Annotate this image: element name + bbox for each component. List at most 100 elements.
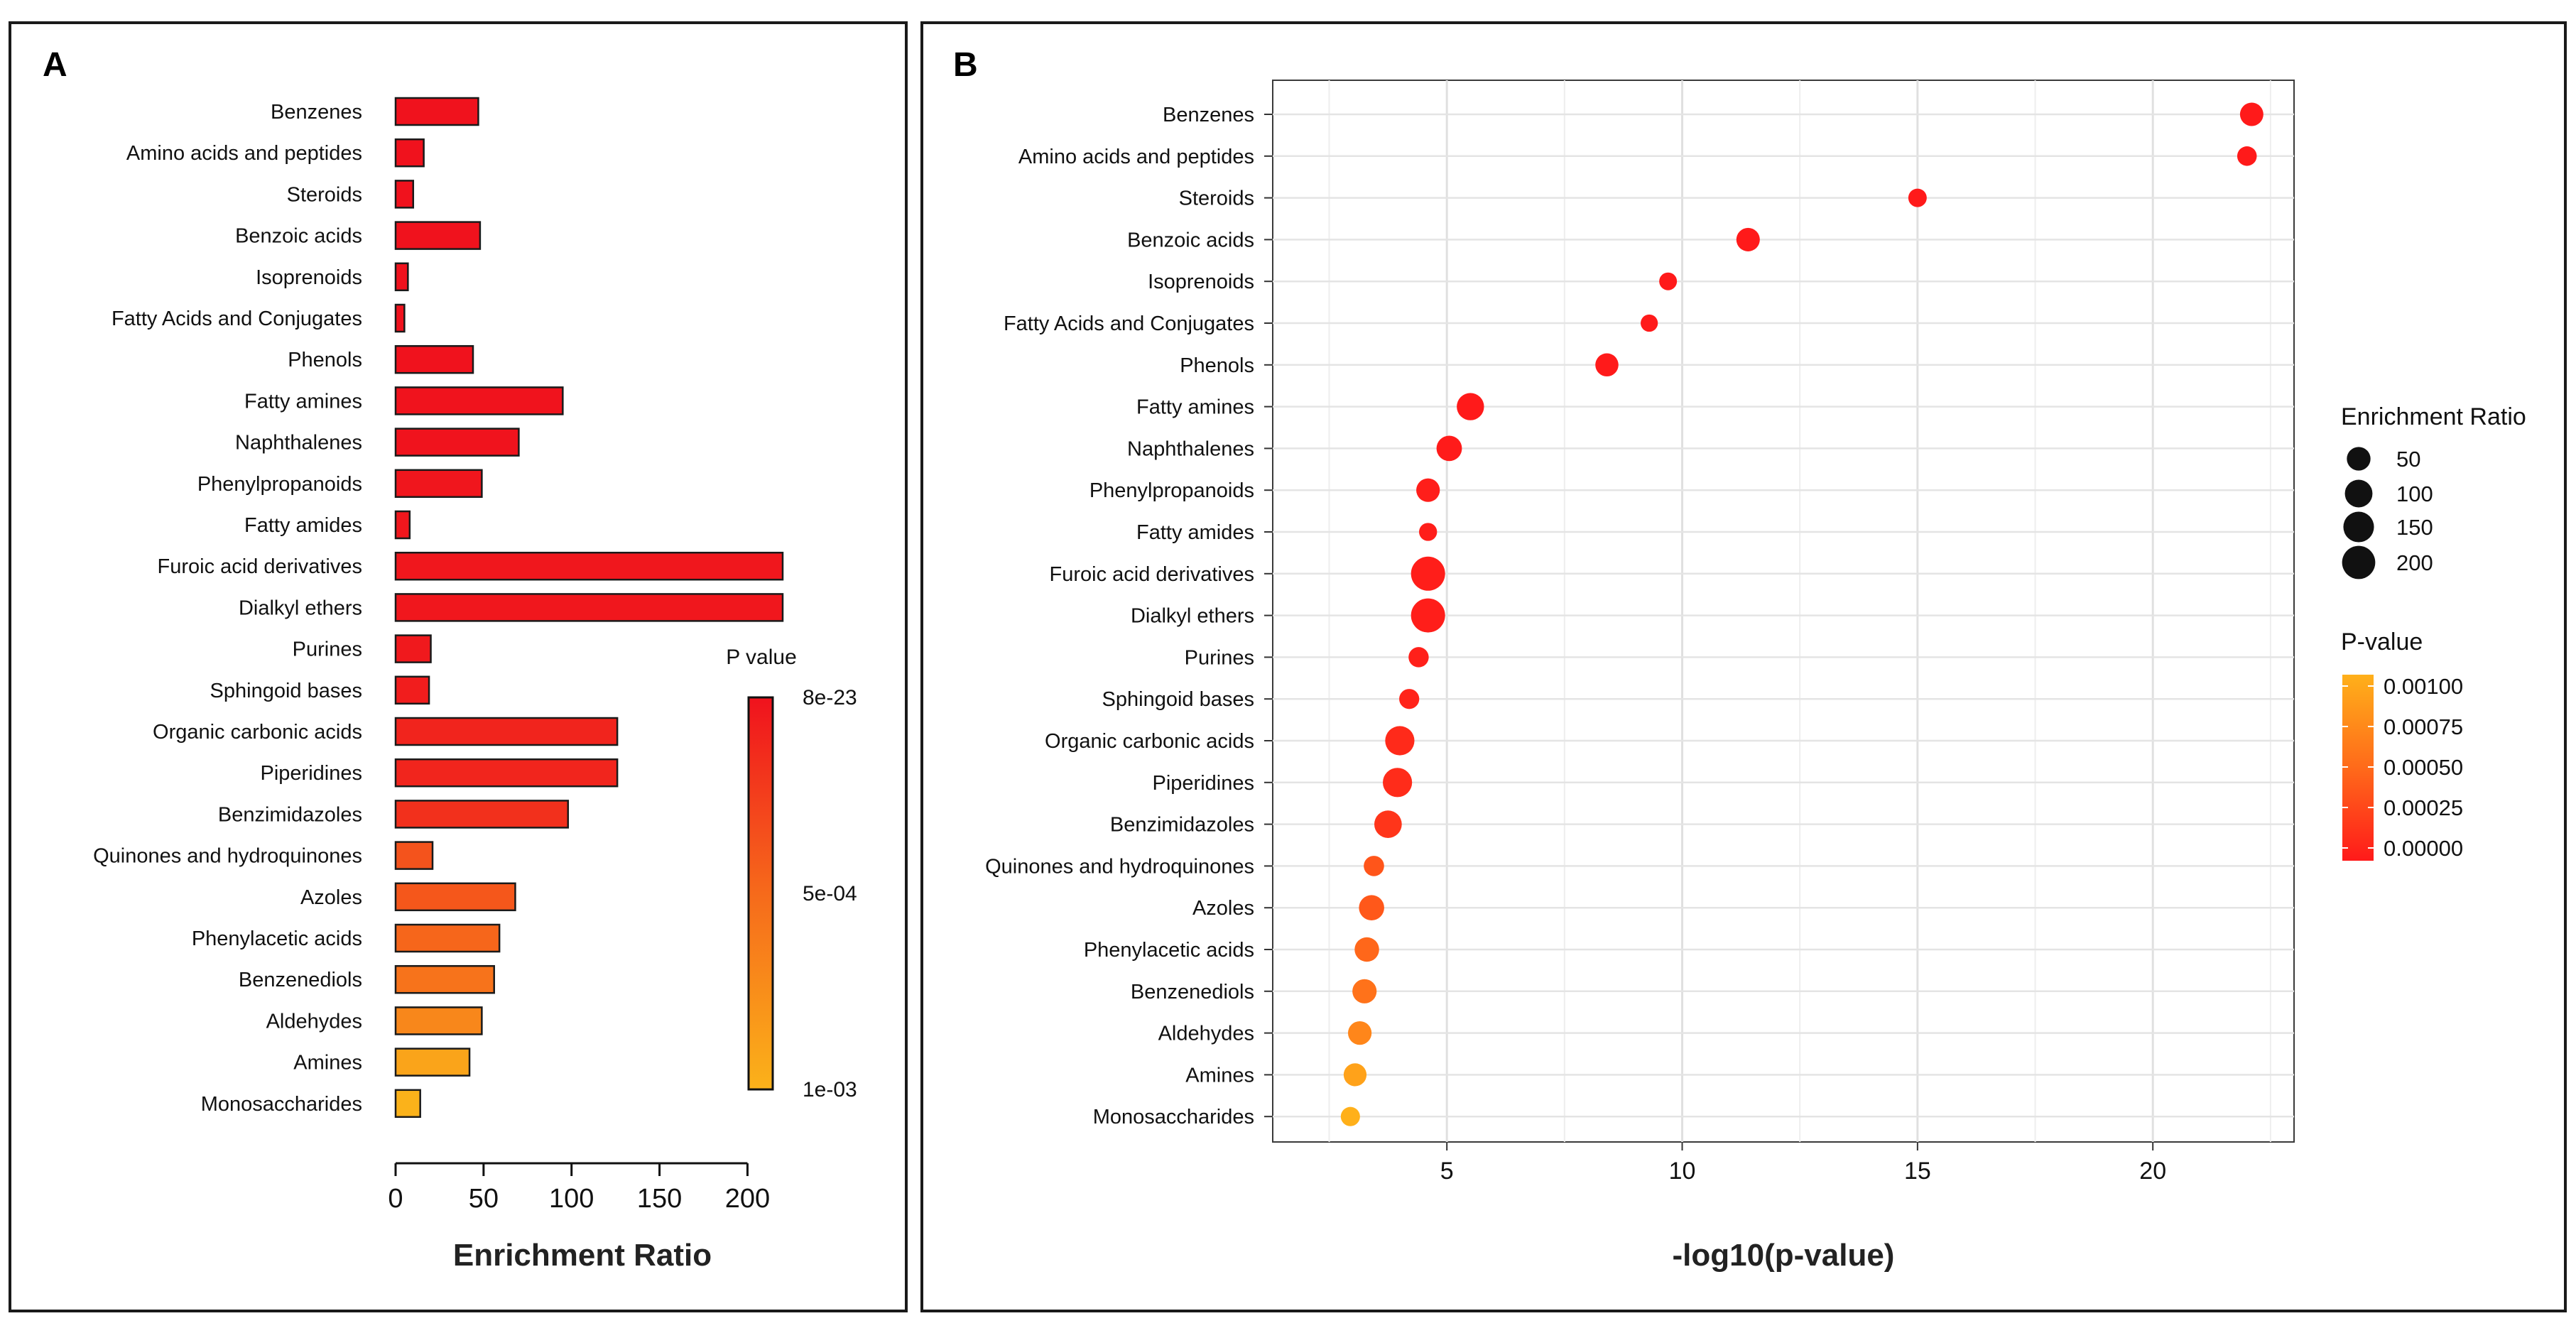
legend-tick-label: 8e-23 — [803, 686, 857, 709]
dot-plot: Benzenes Amino acids and peptides Steroids… — [985, 80, 2526, 1273]
dot-point — [1352, 979, 1377, 1003]
dot-point — [1399, 689, 1420, 709]
dot-category-label: Organic carbonic acids — [1045, 730, 1254, 753]
dot-point — [1374, 810, 1402, 838]
color-legend-title: P-value — [2341, 629, 2423, 655]
bar-category-label: Azoles — [300, 886, 362, 909]
legend-title: P value — [726, 646, 797, 669]
dot-category-label: Azoles — [1192, 897, 1254, 920]
dot-point — [1457, 393, 1484, 420]
bar-category-label: Aldehydes — [266, 1010, 362, 1033]
dot-point — [1436, 435, 1462, 462]
bar-category-label: Amines — [293, 1052, 362, 1074]
dot-category-label: Fatty amines — [1136, 396, 1254, 419]
dot-point — [2239, 102, 2263, 126]
bar — [394, 221, 482, 250]
dot-point — [1364, 856, 1384, 876]
panel-a-label: A — [43, 46, 67, 84]
bar — [394, 551, 784, 581]
color-legend-label: 0.00075 — [2384, 714, 2463, 739]
dot-point — [1359, 895, 1384, 920]
dot-category-label: Aldehydes — [1158, 1023, 1254, 1045]
dot-category-label: Amines — [1185, 1064, 1254, 1087]
bar-chart: Benzenes Amino acids and peptides Steroids… — [93, 97, 857, 1273]
dot-point — [1354, 937, 1379, 962]
bar — [394, 758, 619, 788]
dot-category-label: Amino acids and peptides — [1018, 146, 1254, 168]
bar — [394, 593, 784, 622]
panel-b-label: B — [953, 46, 978, 84]
dot-category-label: Steroids — [1179, 187, 1254, 210]
size-legend-label: 100 — [2396, 481, 2433, 506]
bar-category-label: Organic carbonic acids — [153, 721, 362, 744]
x-tick-label: 15 — [1904, 1158, 1931, 1185]
dot-category-label: Naphthalenes — [1127, 437, 1254, 460]
dot-category-label: Piperidines — [1153, 772, 1254, 795]
x-tick-label: 5 — [1440, 1158, 1454, 1185]
bar-category-label: Sphingoid bases — [210, 680, 362, 702]
x-tick-label: 50 — [469, 1184, 499, 1214]
dot-category-label: Benzenes — [1163, 104, 1254, 126]
bar-category-label: Piperidines — [261, 762, 362, 785]
dot-category-label: Benzimidazoles — [1110, 814, 1254, 837]
dot-category-label: Phenylpropanoids — [1089, 479, 1254, 502]
dot-category-label: Dialkyl ethers — [1131, 605, 1254, 628]
legend-tick-label: 1e-03 — [803, 1078, 857, 1101]
bar-category-label: Benzenes — [271, 101, 362, 124]
dot-point — [1385, 726, 1415, 756]
dot-point — [1595, 353, 1619, 377]
bar-category-label: Benzimidazoles — [218, 803, 362, 826]
dot-point — [1416, 478, 1440, 502]
bar — [394, 303, 406, 333]
dot-category-label: Phenols — [1180, 354, 1254, 377]
bar-category-label: Quinones and hydroquinones — [93, 845, 362, 868]
x-axis-title: Enrichment Ratio — [453, 1238, 712, 1273]
dot-point — [2237, 146, 2257, 166]
bar — [394, 964, 495, 994]
size-legend-label: 200 — [2396, 550, 2433, 575]
size-legend-swatch — [2347, 447, 2371, 471]
size-legend-swatch — [2343, 511, 2374, 543]
bar — [394, 344, 474, 374]
dot-category-label: Isoprenoids — [1148, 271, 1254, 293]
size-legend-title: Enrichment Ratio — [2341, 403, 2526, 430]
bar — [394, 923, 501, 953]
bar-category-label: Furoic acid derivatives — [158, 555, 363, 578]
dot-point — [1383, 768, 1413, 798]
dot-category-label: Quinones and hydroquinones — [985, 855, 1254, 878]
bar — [394, 1048, 471, 1077]
bar-category-label: Phenols — [288, 349, 362, 371]
bar — [394, 675, 430, 705]
bar-category-label: Phenylpropanoids — [197, 473, 362, 496]
bar — [394, 800, 570, 829]
dot-point — [1411, 556, 1445, 591]
color-legend-label: 0.00050 — [2384, 755, 2463, 780]
bar-category-label: Fatty Acids and Conjugates — [112, 308, 362, 330]
bar — [394, 1006, 483, 1035]
dot-point — [1908, 188, 1927, 207]
dot-point — [1347, 1021, 1372, 1045]
bar — [394, 180, 415, 209]
dot-category-label: Monosaccharides — [1093, 1106, 1254, 1128]
x-tick-label: 0 — [388, 1184, 403, 1214]
legend-colorbar — [747, 696, 774, 1091]
bar-category-label: Purines — [293, 638, 362, 661]
bar-category-label: Fatty amides — [244, 514, 362, 537]
x-tick-label: 150 — [637, 1184, 682, 1214]
bar — [394, 510, 411, 540]
bar-category-label: Isoprenoids — [256, 266, 362, 289]
x-tick-label: 100 — [549, 1184, 594, 1214]
dot-point — [1641, 314, 1658, 332]
size-legend-swatch — [2342, 545, 2376, 580]
bar — [394, 428, 520, 457]
bar — [394, 882, 516, 912]
dot-category-label: Purines — [1185, 646, 1254, 669]
dot-point — [1340, 1106, 1360, 1126]
size-legend-swatch — [2344, 479, 2373, 508]
bar — [394, 469, 483, 499]
bar — [394, 97, 479, 126]
size-legend-label: 50 — [2396, 447, 2420, 472]
bar-category-label: Benzenediols — [239, 969, 362, 991]
bar-category-label: Steroids — [287, 183, 362, 206]
bar-category-label: Amino acids and peptides — [126, 142, 362, 165]
